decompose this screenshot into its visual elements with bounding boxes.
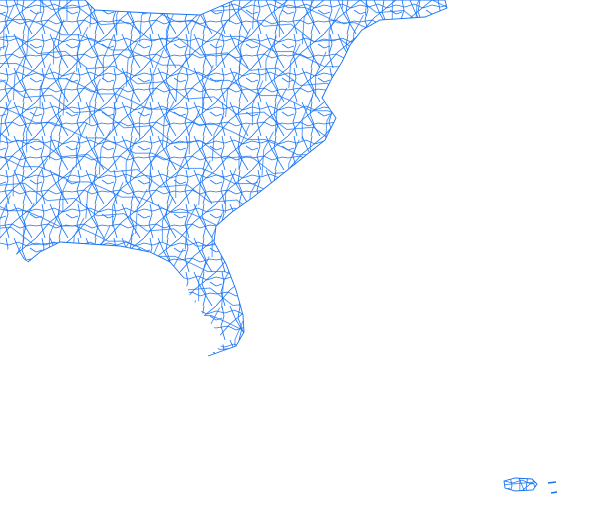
island-outline — [503, 477, 538, 492]
small-islands — [547, 481, 558, 494]
coastline-roads — [0, 0, 448, 357]
mainland-roads — [0, 0, 447, 356]
island-roads — [504, 478, 537, 491]
